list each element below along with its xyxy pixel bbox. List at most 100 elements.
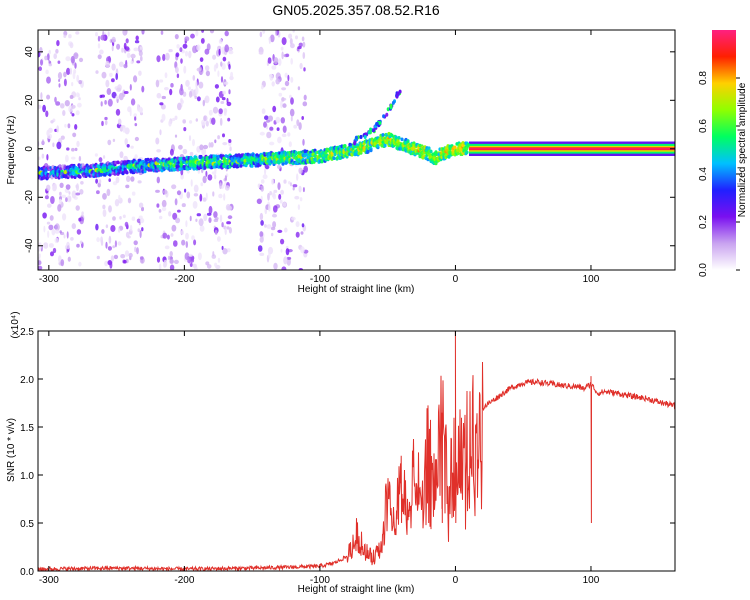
heatmap-cell (456, 151, 460, 156)
heatmap-cell (299, 62, 303, 70)
heatmap-cell (76, 74, 80, 83)
heatmap-cell (100, 94, 105, 98)
heatmap-cell (221, 222, 224, 228)
heatmap-cell (275, 78, 281, 85)
heatmap-cell (264, 115, 269, 120)
heatmap-cell (282, 125, 287, 133)
heatmap-cell (283, 256, 288, 265)
heatmap-cell (273, 262, 278, 270)
heatmap-cell (217, 257, 221, 263)
x-tick-label: -300 (39, 274, 59, 285)
heatmap-cell (385, 112, 389, 117)
heatmap-cell (291, 216, 296, 221)
heatmap-cell (277, 58, 282, 66)
heatmap-cell (283, 179, 287, 184)
heatmap-cell (276, 127, 280, 131)
heatmap-cell (228, 89, 231, 95)
heatmap-cell (70, 237, 74, 241)
snr-y-scale-label: (x10⁴) (10, 311, 21, 338)
heatmap-cell (286, 258, 291, 266)
heatmap-cell (46, 184, 51, 191)
heatmap-cell (197, 252, 202, 261)
heatmap-cell (108, 173, 112, 177)
colorbar-tick-label: 0.6 (698, 119, 709, 133)
heatmap-cell (296, 173, 299, 181)
heatmap-cell (43, 242, 49, 249)
heatmap-cell (162, 53, 166, 62)
heatmap-cell (228, 139, 232, 143)
heatmap-cell (133, 75, 138, 83)
colorbar-gradient (712, 30, 736, 270)
heatmap-cell (94, 153, 98, 157)
heatmap-cell (208, 109, 213, 116)
heatmap-cell (76, 243, 80, 248)
heatmap-cell (81, 163, 85, 167)
heatmap-cell (155, 137, 160, 145)
heatmap-cell (176, 73, 180, 79)
heatmap-cell (75, 31, 80, 35)
snr-series-line (38, 331, 675, 571)
heatmap-cell (45, 69, 49, 75)
heatmap-cell (161, 113, 166, 122)
heatmap-cell (57, 60, 61, 64)
heatmap-cell (140, 107, 143, 114)
heatmap-cell (74, 147, 78, 152)
heatmap-cell (262, 30, 266, 34)
heatmap-cell (266, 224, 272, 229)
heatmap-cell (281, 266, 287, 270)
heatmap-cell (77, 102, 82, 108)
heatmap-cell (69, 95, 74, 99)
heatmap-cell (303, 94, 307, 101)
heatmap-cell (178, 144, 183, 150)
heatmap-cell (273, 205, 278, 213)
heatmap-cell (133, 47, 139, 52)
heatmap-cell (182, 119, 186, 124)
heatmap-cell (38, 51, 41, 58)
heatmap-cell (269, 191, 272, 196)
heatmap-cell (166, 234, 170, 240)
heatmap-cell (212, 106, 219, 114)
heatmap-cell (47, 230, 50, 238)
heatmap-cell (303, 67, 306, 72)
heatmap-cell (169, 251, 173, 257)
heatmap-cell (64, 123, 67, 128)
heatmap-cell (63, 34, 67, 38)
heatmap-cell (295, 231, 300, 238)
heatmap-cell (72, 132, 77, 138)
heatmap-cell (280, 46, 284, 51)
y-tick-label: 0.0 (20, 567, 34, 578)
heatmap-cell (119, 151, 124, 159)
heatmap-cell (78, 97, 81, 101)
heatmap-cell (123, 259, 127, 264)
x-tick-label: 100 (583, 274, 600, 285)
heatmap-cell (301, 36, 305, 42)
heatmap-cell (77, 93, 80, 98)
heatmap-cell (189, 120, 193, 124)
heatmap-cell (117, 118, 122, 126)
heatmap-cell (260, 220, 264, 226)
heatmap-cell (159, 79, 164, 83)
heatmap-cell (193, 239, 197, 246)
heatmap-cell (189, 151, 194, 157)
heatmap-cell (221, 97, 226, 101)
heatmap-cell (170, 233, 174, 237)
heatmap-cell (122, 127, 126, 133)
heatmap-cell (66, 241, 70, 250)
heatmap-cell (381, 133, 385, 137)
heatmap-cell (199, 57, 204, 62)
heatmap-cell (96, 255, 100, 260)
heatmap-cell (52, 183, 58, 191)
heatmap-cell (206, 212, 212, 216)
heatmap-cell (46, 221, 51, 225)
heatmap-cell (200, 182, 204, 187)
heatmap-cell (113, 254, 119, 260)
heatmap-cell (287, 74, 290, 82)
heatmap-cell (294, 151, 298, 156)
heatmap-cell (64, 100, 70, 107)
heatmap-cell (250, 164, 254, 168)
heatmap-cell (58, 79, 61, 82)
heatmap-cell (42, 212, 47, 219)
heatmap-cell (208, 205, 213, 214)
heatmap-cell (169, 88, 173, 96)
heatmap-cell (109, 261, 113, 269)
